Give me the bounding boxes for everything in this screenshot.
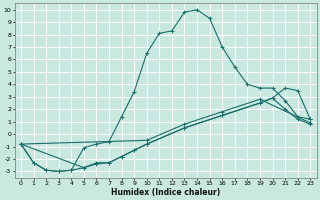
X-axis label: Humidex (Indice chaleur): Humidex (Indice chaleur) <box>111 188 220 197</box>
